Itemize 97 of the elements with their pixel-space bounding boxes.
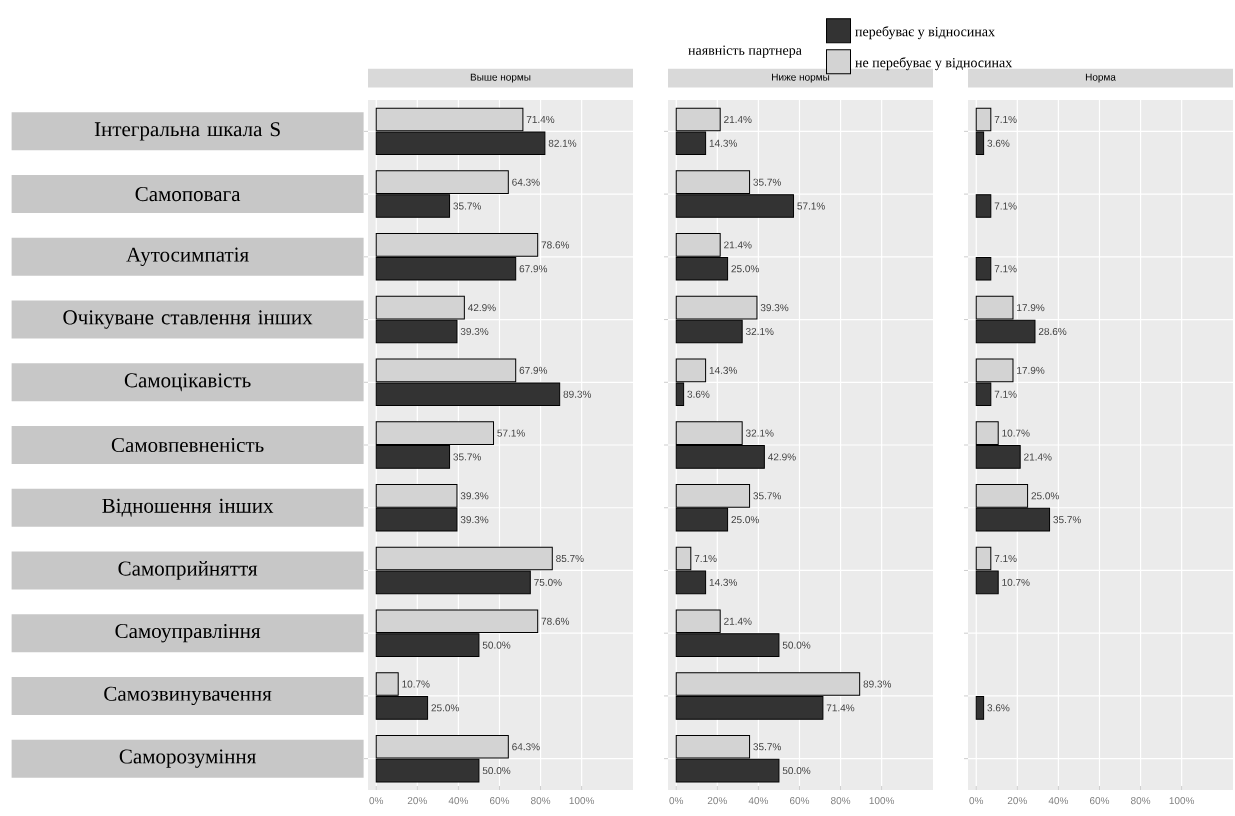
- chart-title: Норма: [1085, 73, 1116, 83]
- chart-title: Выше нормы: [470, 73, 531, 83]
- data-label: 35.7%: [453, 453, 481, 461]
- data-label: 64.3%: [512, 743, 540, 751]
- x-tick-label: 40%: [448, 797, 469, 805]
- x-tick-label: 100%: [869, 797, 895, 805]
- bar: [975, 256, 992, 281]
- y-tick-label: Аутосимпатія: [126, 247, 249, 267]
- data-label: 25.0%: [731, 265, 759, 273]
- data-label: 50.0%: [782, 641, 811, 649]
- data-label: 14.3%: [709, 578, 737, 586]
- data-label: 21.4%: [724, 241, 752, 249]
- data-label: 35.7%: [753, 178, 781, 186]
- data-label: 67.9%: [519, 366, 548, 374]
- y-tick-label: Самозвинувачення: [104, 686, 272, 706]
- data-label: 35.7%: [453, 202, 481, 210]
- data-label: 39.3%: [760, 304, 789, 312]
- data-label: 7.1%: [694, 555, 717, 563]
- y-tick-label: Самоцікавість: [124, 373, 251, 392]
- x-tick-label: 60%: [1089, 797, 1110, 805]
- data-label: 42.9%: [767, 453, 796, 461]
- data-label: 14.3%: [709, 139, 737, 147]
- x-tick-label: 0%: [369, 797, 384, 805]
- legend-title: наявність партнера: [688, 45, 802, 58]
- data-label: 21.4%: [1024, 453, 1052, 461]
- y-tick-label: Самоповага: [135, 187, 241, 202]
- data-label: 25.0%: [431, 704, 459, 712]
- data-label: 39.3%: [460, 492, 489, 500]
- data-label: 57.1%: [797, 202, 825, 210]
- data-label: 3.6%: [687, 390, 710, 398]
- x-tick-label: 40%: [1048, 797, 1069, 805]
- x-tick-label: 80%: [831, 797, 851, 805]
- data-label: 39.3%: [460, 327, 489, 336]
- bar: [975, 194, 992, 218]
- data-label: 78.6%: [541, 617, 570, 625]
- data-label: 7.1%: [994, 202, 1017, 210]
- x-tick-label: 20%: [407, 797, 427, 805]
- data-label: 10.7%: [402, 680, 430, 688]
- y-tick-label: Саморозуміння: [119, 749, 256, 768]
- data-label: 67.9%: [519, 265, 548, 273]
- data-label: 35.7%: [753, 492, 781, 500]
- x-tick-label: 0%: [669, 797, 684, 805]
- x-tick-label: 80%: [1131, 797, 1151, 805]
- x-tick-label: 20%: [1007, 797, 1027, 805]
- y-tick-label: Самовпевненість: [111, 437, 264, 453]
- data-label: 50.0%: [482, 767, 511, 775]
- data-label: 75.0%: [534, 578, 562, 586]
- data-label: 7.1%: [994, 390, 1017, 398]
- legend-label: не перебуває у відносинах: [855, 57, 1013, 71]
- data-label: 35.7%: [753, 743, 781, 751]
- data-label: 25.0%: [731, 516, 759, 524]
- data-label: 32.1%: [745, 429, 774, 437]
- y-tick-label: Самоуправління: [115, 623, 261, 643]
- data-label: 78.6%: [541, 241, 570, 249]
- data-label: 71.4%: [526, 115, 555, 123]
- x-tick-label: 0%: [969, 797, 984, 805]
- data-label: 57.1%: [497, 429, 525, 437]
- x-tick-label: 100%: [569, 797, 595, 805]
- x-tick-label: 20%: [707, 797, 727, 805]
- data-label: 3.6%: [987, 139, 1010, 147]
- data-label: 17.9%: [1017, 366, 1045, 374]
- data-label: 14.3%: [709, 366, 737, 374]
- x-tick-label: 40%: [748, 797, 769, 805]
- legend-label: перебуває у відносинах: [855, 26, 995, 40]
- data-label: 71.4%: [826, 704, 855, 712]
- y-tick-label: Очікуване ставлення інших: [63, 310, 313, 329]
- data-label: 39.3%: [460, 516, 489, 524]
- y-tick-label: Самоприйняття: [118, 561, 258, 580]
- y-tick-label: Інтегральна шкала S: [94, 122, 280, 141]
- x-tick-label: 80%: [531, 797, 551, 805]
- data-label: 25.0%: [1031, 492, 1059, 500]
- data-label: 7.1%: [994, 555, 1017, 563]
- chart-title: Ниже нормы: [772, 73, 830, 83]
- data-label: 10.7%: [1002, 429, 1030, 437]
- bar: [975, 696, 985, 720]
- data-label: 21.4%: [724, 115, 752, 123]
- data-label: 50.0%: [782, 767, 811, 775]
- x-tick-label: 100%: [1169, 797, 1195, 805]
- data-label: 7.1%: [994, 115, 1017, 123]
- data-label: 89.3%: [863, 680, 892, 688]
- data-label: 82.1%: [548, 139, 577, 147]
- data-label: 28.6%: [1038, 327, 1067, 336]
- data-label: 7.1%: [994, 265, 1017, 273]
- data-label: 42.9%: [467, 304, 496, 312]
- data-label: 64.3%: [512, 178, 540, 186]
- data-label: 89.3%: [563, 390, 592, 398]
- data-label: 32.1%: [745, 327, 774, 336]
- x-tick-label: 60%: [789, 797, 810, 805]
- data-label: 21.4%: [724, 617, 752, 625]
- x-tick-label: 60%: [489, 797, 510, 805]
- data-label: 3.6%: [987, 704, 1010, 712]
- data-label: 35.7%: [1053, 516, 1081, 524]
- y-tick-label: Відношення інших: [102, 498, 274, 517]
- data-label: 85.7%: [556, 554, 584, 563]
- data-label: 17.9%: [1017, 304, 1045, 312]
- data-label: 10.7%: [1002, 578, 1030, 586]
- data-label: 50.0%: [482, 641, 511, 649]
